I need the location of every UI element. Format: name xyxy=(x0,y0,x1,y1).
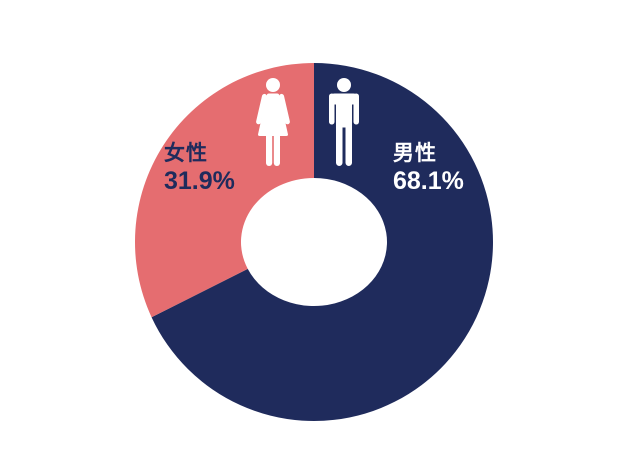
male-percentage-text: 68.1% xyxy=(393,166,464,195)
male-icon xyxy=(329,78,359,166)
segment-label-male: 男性 68.1% xyxy=(393,142,464,195)
male-label-text: 男性 xyxy=(393,142,437,165)
segment-label-female: 女性 31.9% xyxy=(164,142,235,195)
female-label-text: 女性 xyxy=(164,142,208,165)
donut-segment-male xyxy=(151,63,493,421)
female-icon xyxy=(256,78,290,166)
female-percentage-text: 31.9% xyxy=(164,166,235,195)
